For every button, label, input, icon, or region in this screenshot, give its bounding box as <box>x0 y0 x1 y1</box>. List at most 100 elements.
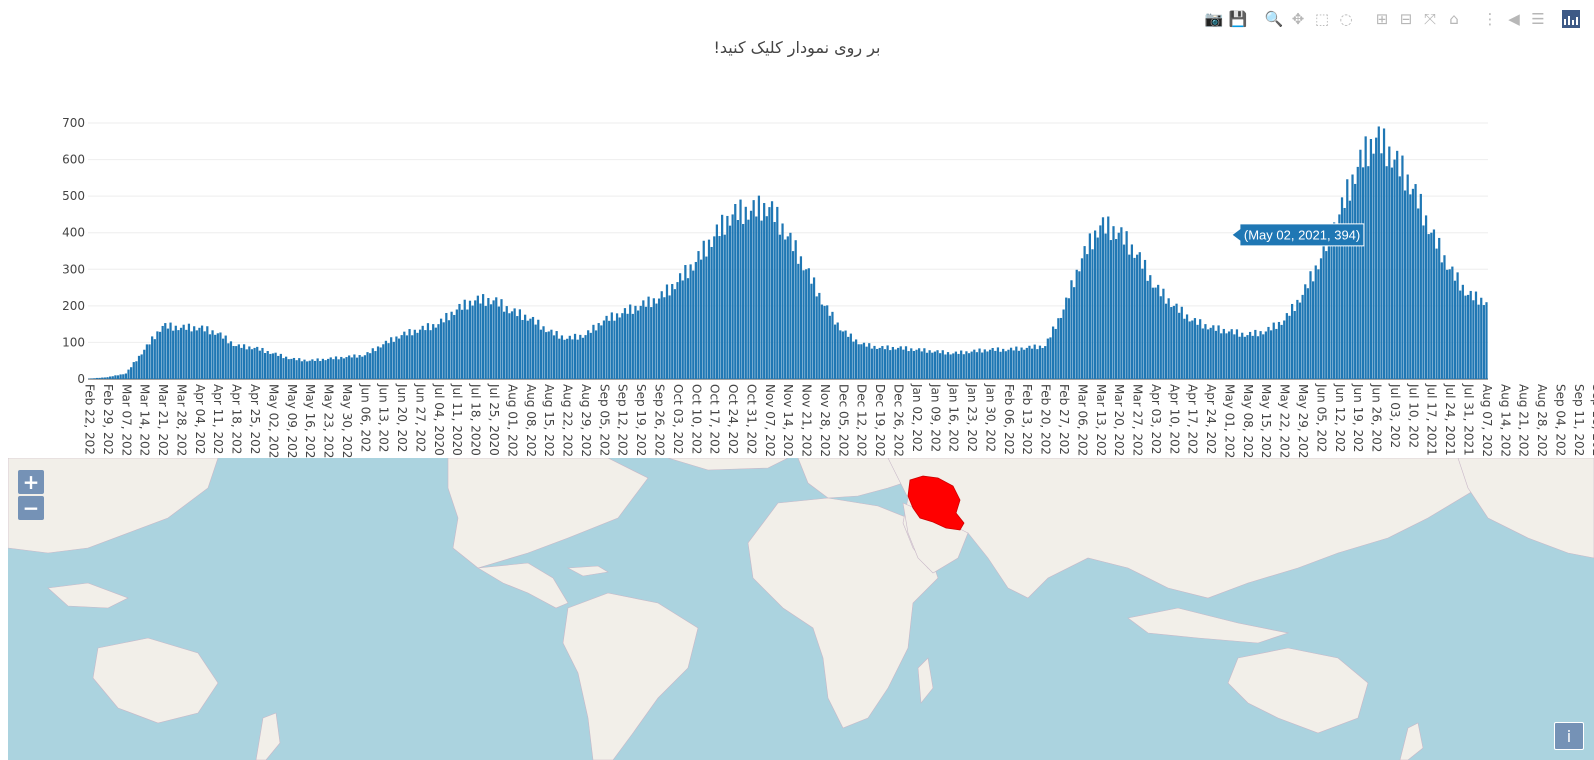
bar[interactable] <box>681 280 684 379</box>
bar[interactable] <box>1359 149 1362 379</box>
bar[interactable] <box>1293 310 1296 379</box>
bar[interactable] <box>1314 265 1317 379</box>
pan-icon[interactable]: ✥ <box>1291 10 1305 28</box>
bar[interactable] <box>132 362 135 379</box>
bar[interactable] <box>174 325 177 379</box>
bar[interactable] <box>229 341 233 379</box>
bar[interactable] <box>442 322 445 379</box>
bar[interactable] <box>794 240 797 379</box>
bar[interactable] <box>1002 348 1005 379</box>
bar[interactable] <box>1427 234 1430 379</box>
bar[interactable] <box>497 306 500 379</box>
bar[interactable] <box>626 313 629 379</box>
bar[interactable] <box>245 349 248 379</box>
bar[interactable] <box>130 367 133 379</box>
bar[interactable] <box>397 338 401 379</box>
bar[interactable] <box>329 357 332 379</box>
bar[interactable] <box>366 352 369 379</box>
bar[interactable] <box>962 354 965 379</box>
bar[interactable] <box>700 259 703 379</box>
bar[interactable] <box>663 297 666 379</box>
hover-compare-icon[interactable]: ☰ <box>1531 10 1545 28</box>
bar[interactable] <box>1143 259 1147 379</box>
bar[interactable] <box>1343 207 1346 379</box>
bar[interactable] <box>371 348 374 379</box>
bar[interactable] <box>476 295 479 379</box>
bar[interactable] <box>190 331 193 379</box>
bar[interactable] <box>812 277 816 379</box>
bar[interactable] <box>1325 251 1328 379</box>
bar[interactable] <box>303 359 306 379</box>
bar[interactable] <box>1075 269 1078 379</box>
bar[interactable] <box>600 325 603 379</box>
bar[interactable] <box>1051 326 1055 379</box>
bar[interactable] <box>826 305 829 379</box>
bar[interactable] <box>334 356 338 379</box>
bar[interactable] <box>214 334 217 379</box>
bar[interactable] <box>749 210 753 379</box>
bar[interactable] <box>665 284 669 379</box>
bar[interactable] <box>847 336 850 379</box>
bar[interactable] <box>931 352 934 379</box>
bar[interactable] <box>1451 266 1454 379</box>
bar[interactable] <box>342 358 346 379</box>
bar[interactable] <box>597 323 600 379</box>
bar[interactable] <box>295 360 298 379</box>
bar[interactable] <box>883 349 887 379</box>
bar[interactable] <box>1023 349 1026 379</box>
bar[interactable] <box>1435 248 1438 379</box>
bar[interactable] <box>939 353 942 379</box>
bar[interactable] <box>390 337 393 379</box>
bar[interactable] <box>799 256 803 379</box>
bar[interactable] <box>875 348 879 379</box>
bar[interactable] <box>172 330 175 379</box>
bar[interactable] <box>332 359 335 379</box>
bar[interactable] <box>1369 139 1373 379</box>
bar[interactable] <box>1094 230 1097 379</box>
zoom-icon[interactable]: 🔍 <box>1264 10 1284 28</box>
bar[interactable] <box>306 361 309 379</box>
bar[interactable] <box>382 344 385 379</box>
bar[interactable] <box>1411 188 1415 379</box>
bar[interactable] <box>1038 345 1042 379</box>
bar[interactable] <box>636 310 640 379</box>
bar[interactable] <box>534 324 537 379</box>
bar[interactable] <box>1107 216 1110 380</box>
bar[interactable] <box>1227 331 1231 379</box>
bar[interactable] <box>1459 290 1462 379</box>
bar[interactable] <box>187 323 191 379</box>
bar[interactable] <box>923 348 926 379</box>
bar[interactable] <box>1180 306 1183 379</box>
bar[interactable] <box>321 358 324 379</box>
bar[interactable] <box>211 330 214 379</box>
bar[interactable] <box>844 330 847 379</box>
bar[interactable] <box>340 356 343 379</box>
bar[interactable] <box>256 346 259 379</box>
bar[interactable] <box>1159 296 1162 379</box>
bar[interactable] <box>411 335 414 379</box>
bar[interactable] <box>1238 336 1241 379</box>
bar[interactable] <box>1312 281 1315 379</box>
bar[interactable] <box>644 306 648 379</box>
bar[interactable] <box>920 351 923 379</box>
bar[interactable] <box>894 349 897 379</box>
bar[interactable] <box>786 236 789 379</box>
bar[interactable] <box>865 346 868 379</box>
bar[interactable] <box>1104 233 1107 379</box>
bar[interactable] <box>886 345 889 379</box>
bar[interactable] <box>833 324 837 379</box>
bar[interactable] <box>836 322 839 380</box>
bar[interactable] <box>400 335 403 379</box>
bar[interactable] <box>1285 313 1288 379</box>
bar[interactable] <box>1380 153 1383 379</box>
bar[interactable] <box>1138 252 1141 379</box>
camera-icon[interactable]: 📷 <box>1204 10 1224 28</box>
bar[interactable] <box>689 264 692 379</box>
bar[interactable] <box>145 344 149 379</box>
bar[interactable] <box>594 330 598 379</box>
bar[interactable] <box>818 292 821 379</box>
bar[interactable] <box>684 265 687 379</box>
bar[interactable] <box>587 330 590 379</box>
bar[interactable] <box>1453 280 1457 379</box>
bar[interactable] <box>739 199 742 379</box>
